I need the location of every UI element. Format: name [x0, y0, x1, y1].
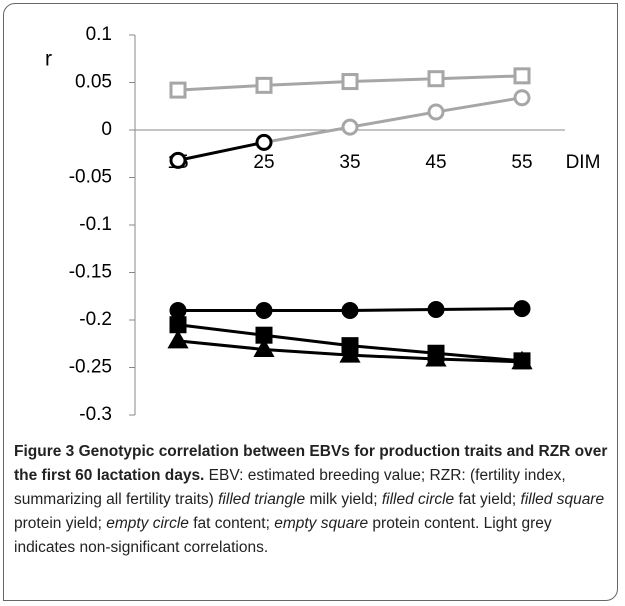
- triangle-marker: [253, 338, 275, 357]
- y-tick-label: -0.3: [79, 404, 112, 425]
- circle-marker: [427, 103, 445, 121]
- circle-marker: [255, 133, 273, 151]
- caption-text: fat yield;: [454, 491, 521, 508]
- circle-marker: [341, 118, 359, 136]
- x-tick-label: 25: [253, 152, 274, 173]
- triangle-marker: [167, 329, 189, 349]
- line-segment: [349, 110, 437, 129]
- circle-marker: [513, 300, 531, 318]
- y-tick-label: 0.05: [75, 72, 112, 93]
- square-marker: [427, 70, 445, 88]
- caption-text: Figure 3 Genotypic correlation between E…: [14, 443, 608, 484]
- caption-text: empty square: [274, 515, 369, 532]
- caption-text: milk yield;: [305, 491, 382, 508]
- circle-marker: [427, 301, 445, 319]
- y-axis-label: r: [45, 48, 52, 71]
- chart: r DIM -0.3 -0.25 -0.2 -0.15 -0.1 -0.05 0 0.05 0.…: [45, 24, 601, 425]
- square-marker: [169, 81, 187, 99]
- caption-text: protein content. Light grey indicates no…: [14, 515, 552, 556]
- caption-text: EBV: estimated breeding value; RZR: (fer…: [14, 467, 566, 508]
- circle-marker: [169, 302, 187, 319]
- caption: Figure 3 Genotypic correlation between E…: [14, 440, 614, 560]
- y-tick-label: 0: [101, 119, 112, 140]
- circle-marker: [513, 89, 531, 107]
- y-tick-label: -0.15: [69, 262, 112, 283]
- x-tick-label: 55: [511, 152, 532, 173]
- caption-text: fat content;: [188, 515, 275, 532]
- y-tick-label: -0.1: [79, 214, 112, 235]
- triangle-marker: [339, 344, 361, 363]
- x-tick-label: 35: [339, 152, 360, 173]
- y-tick-label: -0.25: [69, 357, 112, 378]
- caption-text: filled circle: [381, 491, 455, 508]
- square-marker: [255, 76, 273, 94]
- figure-frame: [3, 3, 618, 601]
- line-segment: [177, 140, 265, 162]
- x-tick-label: 45: [425, 152, 446, 173]
- square-marker: [341, 73, 359, 91]
- square-marker: [513, 67, 531, 85]
- y-tick-label: 0.1: [86, 24, 112, 45]
- circle-marker: [169, 151, 187, 169]
- caption-text: filled triangle: [218, 491, 306, 508]
- line-segment: [435, 96, 523, 114]
- line-segment: [263, 125, 351, 144]
- triangle-marker: [425, 347, 447, 367]
- circle-marker: [255, 302, 273, 319]
- triangle-marker: [511, 350, 533, 370]
- y-tick-label: -0.05: [69, 167, 112, 188]
- x-axis-label: DIM: [566, 152, 601, 173]
- caption-text: filled square: [520, 491, 605, 508]
- circle-marker: [341, 302, 359, 319]
- square-marker: [169, 316, 187, 334]
- caption-text: protein yield;: [14, 515, 107, 532]
- y-tick-label: -0.2: [79, 309, 112, 330]
- caption-text: empty circle: [106, 515, 189, 532]
